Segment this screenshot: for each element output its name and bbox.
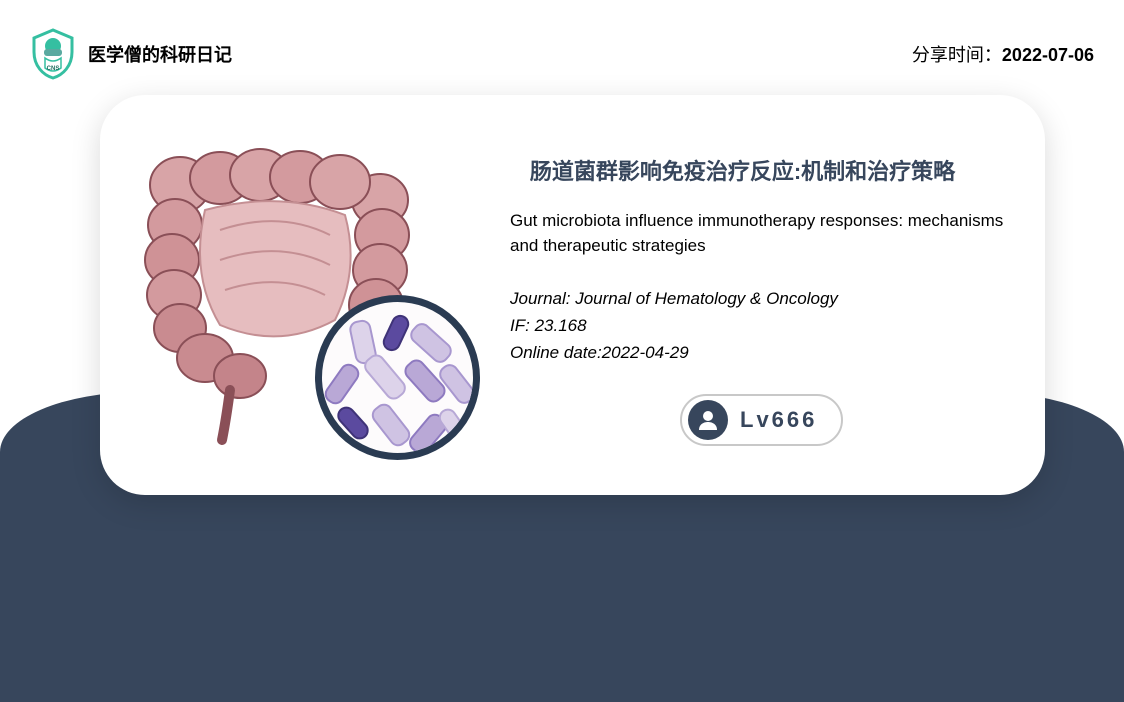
gut-illustration [120, 120, 490, 470]
shield-logo-icon: CNS [30, 28, 76, 80]
share-date: 分享时间：2022-07-06 [912, 41, 1094, 67]
meta-if: IF: 23.168 [510, 312, 1005, 339]
meta-online-date: Online date:2022-04-29 [510, 339, 1005, 366]
paper-title-zh: 肠道菌群影响免疫治疗反应:机制和治疗策略 [510, 154, 1005, 186]
bacterium-icon [321, 360, 363, 408]
meta-journal: Journal: Journal of Hematology & Oncolog… [510, 285, 1005, 312]
svg-text:CNS: CNS [47, 66, 60, 72]
paper-title-en: Gut microbiota influence immunotherapy r… [510, 208, 1005, 259]
paper-meta: Journal: Journal of Hematology & Oncolog… [510, 285, 1005, 367]
share-date-label: 分享时间： [912, 45, 1002, 65]
bacterium-icon [368, 400, 414, 450]
brand-title: 医学僧的科研日记 [88, 41, 232, 67]
brand: CNS 医学僧的科研日记 [30, 28, 232, 80]
magnifier-circle [315, 295, 480, 460]
article-card: 肠道菌群影响免疫治疗反应:机制和治疗策略 Gut microbiota infl… [100, 95, 1045, 495]
bacterium-icon [380, 312, 412, 354]
card-content: 肠道菌群影响免疫治疗反应:机制和治疗策略 Gut microbiota infl… [490, 144, 1005, 447]
share-date-value: 2022-07-06 [1002, 45, 1094, 65]
header: CNS 医学僧的科研日记 分享时间：2022-07-06 [30, 28, 1094, 80]
bacterium-icon [361, 351, 410, 403]
author-name: Lv666 [740, 407, 817, 433]
author-badge: Lv666 [680, 394, 843, 446]
person-icon [688, 400, 728, 440]
